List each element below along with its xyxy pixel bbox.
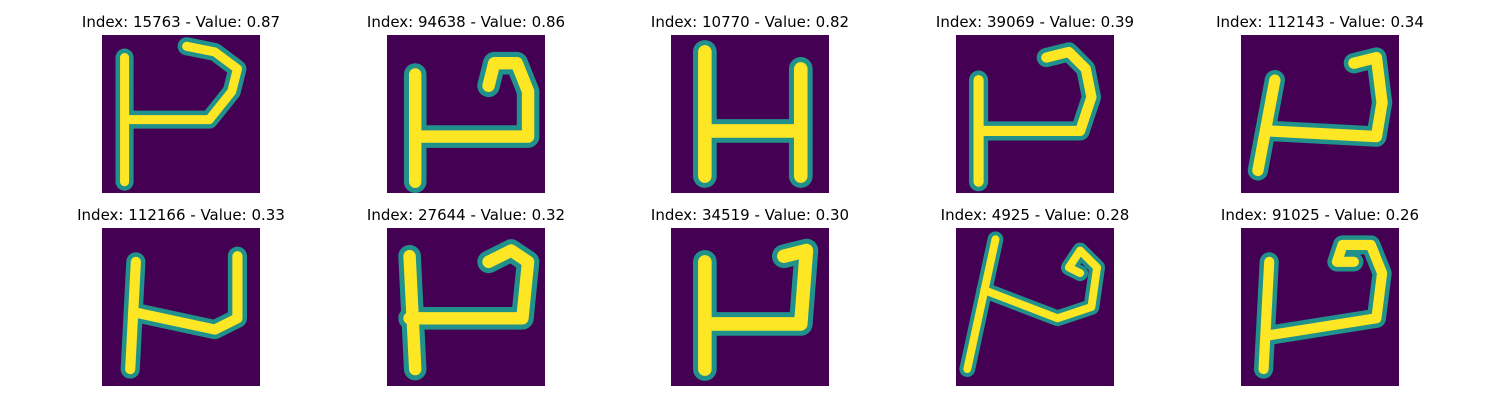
panel-9: Index: 4925 - Value: 0.28: [941, 206, 1129, 386]
digit-image: [671, 35, 829, 193]
panel-title: Index: 39069 - Value: 0.39: [935, 13, 1135, 31]
panel-title: Index: 112166 - Value: 0.33: [77, 206, 285, 224]
panel-7: Index: 27644 - Value: 0.32: [367, 206, 565, 386]
panel-title: Index: 4925 - Value: 0.28: [940, 206, 1130, 224]
panel-title: Index: 94638 - Value: 0.86: [366, 13, 566, 31]
panel-title: Index: 112143 - Value: 0.34: [1216, 13, 1424, 31]
panel-10: Index: 91025 - Value: 0.26: [1221, 206, 1419, 386]
digit-image: [387, 35, 545, 193]
panel-title: Index: 15763 - Value: 0.87: [81, 13, 281, 31]
panel-2: Index: 94638 - Value: 0.86: [367, 13, 565, 193]
digit-image: [671, 228, 829, 386]
digit-image: [956, 228, 1114, 386]
digit-image: [1241, 228, 1399, 386]
panel-title: Index: 10770 - Value: 0.82: [650, 13, 850, 31]
digit-image: [956, 35, 1114, 193]
digit-image: [1241, 35, 1399, 193]
panel-title: Index: 27644 - Value: 0.32: [366, 206, 566, 224]
panel-5: Index: 112143 - Value: 0.34: [1216, 13, 1424, 193]
panel-title: Index: 34519 - Value: 0.30: [650, 206, 850, 224]
digit-image: [387, 228, 545, 386]
digit-image: [102, 228, 260, 386]
panel-3: Index: 10770 - Value: 0.82: [651, 13, 849, 193]
panel-8: Index: 34519 - Value: 0.30: [651, 206, 849, 386]
digit-image: [102, 35, 260, 193]
panel-title: Index: 91025 - Value: 0.26: [1220, 206, 1420, 224]
panel-1: Index: 15763 - Value: 0.87: [82, 13, 280, 193]
panel-6: Index: 112166 - Value: 0.33: [77, 206, 285, 386]
panel-4: Index: 39069 - Value: 0.39: [936, 13, 1134, 193]
